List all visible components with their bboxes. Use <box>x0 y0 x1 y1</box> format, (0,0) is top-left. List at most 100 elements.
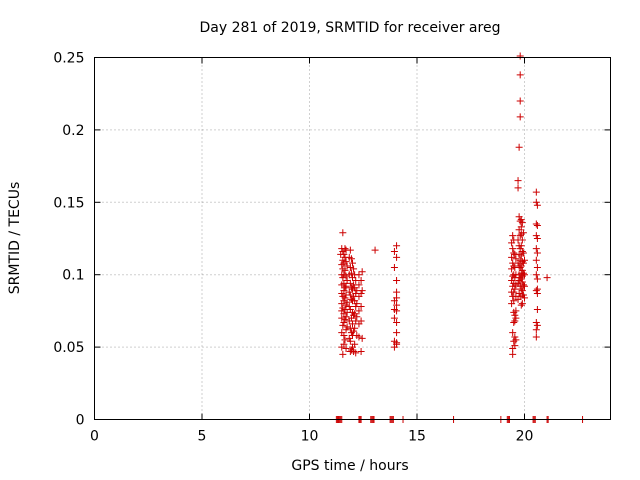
data-point <box>519 269 527 277</box>
data-point <box>533 290 541 298</box>
data-point <box>510 297 518 305</box>
data-point <box>533 263 541 271</box>
data-point <box>393 329 401 337</box>
y-tick-label: 0.1 <box>62 268 84 284</box>
chart-title: Day 281 of 2019, SRMTID for receiver are… <box>200 20 501 36</box>
data-point <box>342 272 350 280</box>
data-point <box>340 250 348 258</box>
grid-lines <box>94 57 611 420</box>
data-point <box>352 349 360 357</box>
y-axis-label: SRMTID / TECUs <box>7 182 23 295</box>
data-point <box>512 307 520 315</box>
data-point <box>511 333 519 341</box>
x-tick-label: 15 <box>408 429 426 445</box>
data-point <box>393 340 401 348</box>
data-point <box>533 305 541 313</box>
data-point <box>516 71 524 79</box>
plot-frame <box>94 57 611 420</box>
data-point <box>351 340 359 348</box>
data-point <box>510 249 518 257</box>
data-point <box>517 275 525 283</box>
data-point <box>518 278 526 286</box>
data-point <box>346 246 354 254</box>
data-point <box>355 271 363 279</box>
data-point <box>355 281 363 289</box>
data-point <box>521 282 528 290</box>
data-point <box>508 253 516 261</box>
data-point <box>346 263 354 271</box>
data-point <box>357 290 365 298</box>
data-point <box>341 294 349 302</box>
data-point <box>519 229 527 237</box>
data-point <box>390 263 398 271</box>
data-point <box>517 285 525 293</box>
data-point <box>512 314 520 322</box>
x-axis-label: GPS time / hours <box>291 458 408 474</box>
data-point <box>340 332 348 340</box>
data-point <box>532 318 540 326</box>
data-point <box>342 258 350 266</box>
data-point <box>532 198 540 206</box>
data-point <box>342 313 350 321</box>
data-point <box>345 303 353 311</box>
data-point <box>393 307 401 315</box>
data-point <box>510 288 518 296</box>
data-point <box>357 303 365 311</box>
data-point <box>519 291 527 299</box>
data-point <box>533 249 541 257</box>
data-point <box>515 143 523 151</box>
data-point <box>393 318 401 326</box>
data-point <box>533 235 541 242</box>
data-point <box>341 266 349 274</box>
data-point <box>393 276 401 284</box>
data-point <box>511 342 519 350</box>
data-point <box>511 285 519 293</box>
data-point <box>341 336 349 344</box>
y-tick-label: 0 <box>76 413 85 429</box>
data-point <box>390 314 398 322</box>
data-point <box>349 259 356 267</box>
data-point <box>342 282 350 290</box>
data-point <box>346 337 354 345</box>
data-point <box>521 256 528 264</box>
data-point <box>533 221 541 229</box>
data-point <box>339 321 347 329</box>
data-point <box>519 281 527 289</box>
data-point <box>519 259 527 267</box>
data-point <box>532 188 540 196</box>
data-point <box>340 287 348 295</box>
data-point <box>393 294 401 302</box>
x-tick-label: 20 <box>516 429 534 445</box>
data-point <box>390 248 398 256</box>
data-point <box>516 52 524 60</box>
y-tick-label: 0.05 <box>53 340 84 356</box>
data-point <box>346 291 354 299</box>
data-point <box>518 300 526 308</box>
data-point <box>533 201 541 209</box>
data-point <box>341 245 349 253</box>
data-point <box>533 321 541 329</box>
data-point <box>509 245 517 253</box>
data-point <box>521 294 528 302</box>
data-point <box>532 326 540 334</box>
data-point <box>341 284 349 292</box>
data-point <box>346 279 354 287</box>
data-point <box>510 318 518 326</box>
data-point <box>357 347 365 355</box>
data-point <box>512 336 520 344</box>
data-point <box>340 318 348 326</box>
data-point <box>345 288 353 296</box>
data-point <box>532 232 540 240</box>
data-point <box>532 256 540 264</box>
data-point <box>518 248 526 256</box>
data-point <box>347 255 355 263</box>
data-point <box>393 242 401 250</box>
data-point <box>350 265 358 273</box>
data-point <box>355 333 363 341</box>
data-point <box>518 236 526 244</box>
x-tick-label: 0 <box>90 429 99 445</box>
data-point <box>393 253 401 261</box>
data-point <box>514 177 522 185</box>
data-point <box>516 97 524 105</box>
data-point <box>353 313 361 321</box>
